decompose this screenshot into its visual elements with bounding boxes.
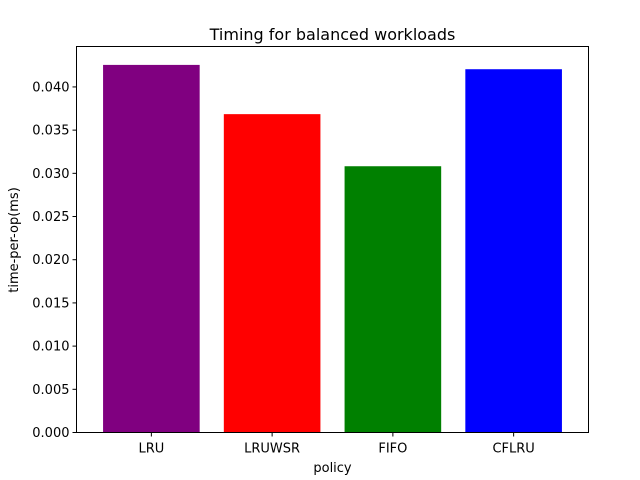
x-axis-ticks: LRU LRUWSR FIFO CFLRU bbox=[138, 432, 535, 457]
y-tick-label: 0.000 bbox=[32, 426, 69, 441]
bar-lru bbox=[103, 64, 200, 433]
bar-fifo bbox=[344, 166, 442, 433]
y-tick-label: 0.015 bbox=[32, 296, 69, 311]
y-axis-label: time-per-op(ms) bbox=[7, 187, 22, 293]
x-tick-label: CFLRU bbox=[492, 442, 534, 457]
y-tick-label: 0.035 bbox=[32, 124, 69, 139]
y-tick-label: 0.025 bbox=[32, 210, 69, 225]
y-tick-label: 0.005 bbox=[32, 383, 69, 398]
x-axis-label: policy bbox=[313, 461, 352, 476]
y-tick-label: 0.030 bbox=[32, 167, 69, 182]
bar-cflru bbox=[465, 69, 562, 433]
y-axis-ticks: 0.000 0.005 0.010 0.015 0.020 0.025 0.030 0.035… bbox=[32, 80, 77, 441]
x-tick-label: FIFO bbox=[378, 442, 407, 457]
chart-title: Timing for balanced workloads bbox=[209, 25, 456, 44]
bar-lruwsr bbox=[223, 114, 321, 433]
bars-group bbox=[103, 64, 562, 433]
plot-frame bbox=[76, 46, 589, 433]
y-tick-label: 0.020 bbox=[32, 253, 69, 268]
x-tick-label: LRU bbox=[138, 442, 164, 457]
x-tick-label: LRUWSR bbox=[244, 442, 300, 457]
y-tick-label: 0.040 bbox=[32, 80, 69, 95]
y-tick-label: 0.010 bbox=[32, 340, 69, 355]
